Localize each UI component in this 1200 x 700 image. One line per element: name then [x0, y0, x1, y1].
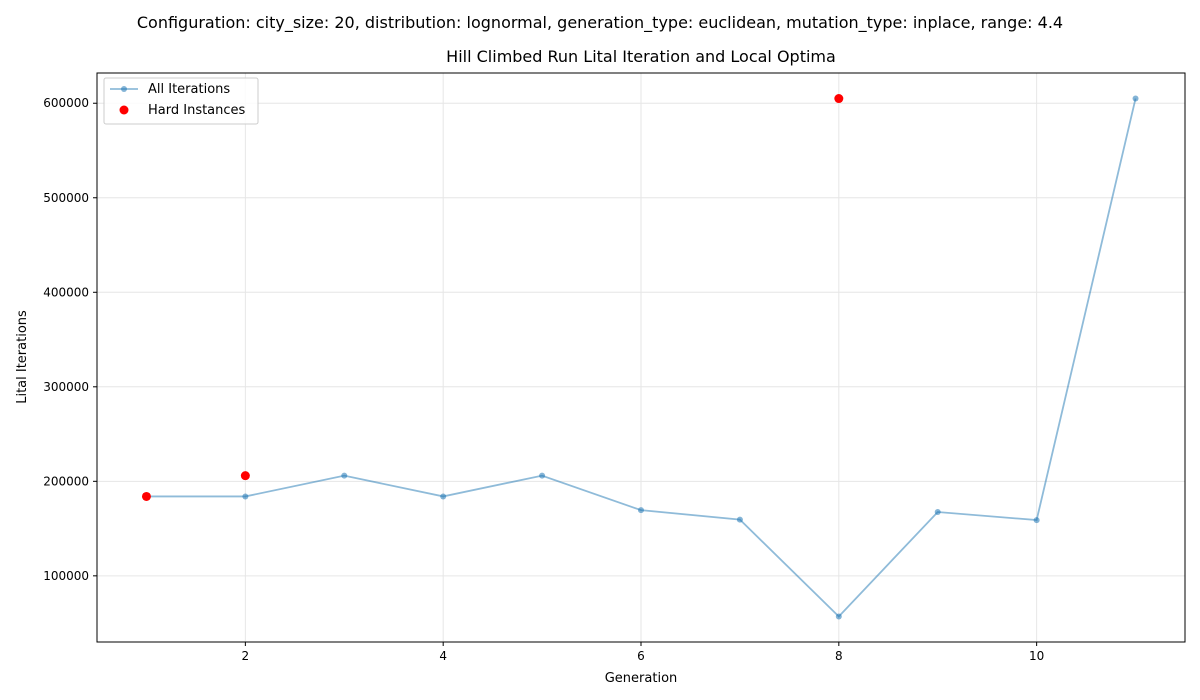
- legend-frame: [103, 77, 259, 125]
- legend-swatch-marker: [119, 105, 129, 115]
- data-point-all-iterations: [835, 613, 842, 620]
- y-tick-label: 600000: [43, 96, 89, 110]
- x-tick-label: 6: [637, 649, 645, 663]
- data-point-all-iterations: [440, 493, 447, 500]
- y-tick-label: 100000: [43, 569, 89, 583]
- grid-layer: [97, 73, 1185, 642]
- data-point-hard-instance: [240, 471, 250, 481]
- y-tick-label: 400000: [43, 285, 89, 299]
- legend-label: Hard Instances: [148, 103, 246, 118]
- data-layer: [141, 94, 1139, 620]
- legend: All Iterations Hard Instances: [103, 77, 259, 125]
- data-point-hard-instance: [834, 94, 844, 104]
- data-point-all-iterations: [1033, 517, 1040, 524]
- data-point-all-iterations: [934, 509, 941, 516]
- y-tick-label: 200000: [43, 474, 89, 488]
- data-point-all-iterations: [638, 507, 644, 514]
- x-axis-label: Generation: [605, 671, 678, 686]
- y-axis-label: Lital Iterations: [15, 310, 30, 404]
- data-point-all-iterations: [242, 493, 249, 500]
- data-point-hard-instance: [141, 491, 151, 501]
- legend-label: All Iterations: [148, 82, 230, 97]
- suptitle: Configuration: city_size: 20, distributi…: [137, 13, 1063, 33]
- y-tick-label: 500000: [43, 191, 89, 205]
- data-point-all-iterations: [341, 472, 348, 479]
- legend-swatch-marker: [121, 86, 127, 92]
- x-tick-label: 10: [1029, 649, 1044, 663]
- y-tick-label: 300000: [43, 380, 89, 394]
- x-tick-label: 4: [439, 649, 447, 663]
- chart-title: Hill Climbed Run Lital Iteration and Loc…: [446, 47, 836, 66]
- data-point-all-iterations: [539, 472, 546, 479]
- x-tick-label: 2: [242, 649, 250, 663]
- tick-layer: 2 4 6 8 10 100000 200000 300000 400000 500000 6000…: [43, 96, 1044, 663]
- data-point-all-iterations: [1132, 95, 1139, 102]
- data-point-all-iterations: [736, 516, 743, 523]
- x-tick-label: 8: [835, 649, 843, 663]
